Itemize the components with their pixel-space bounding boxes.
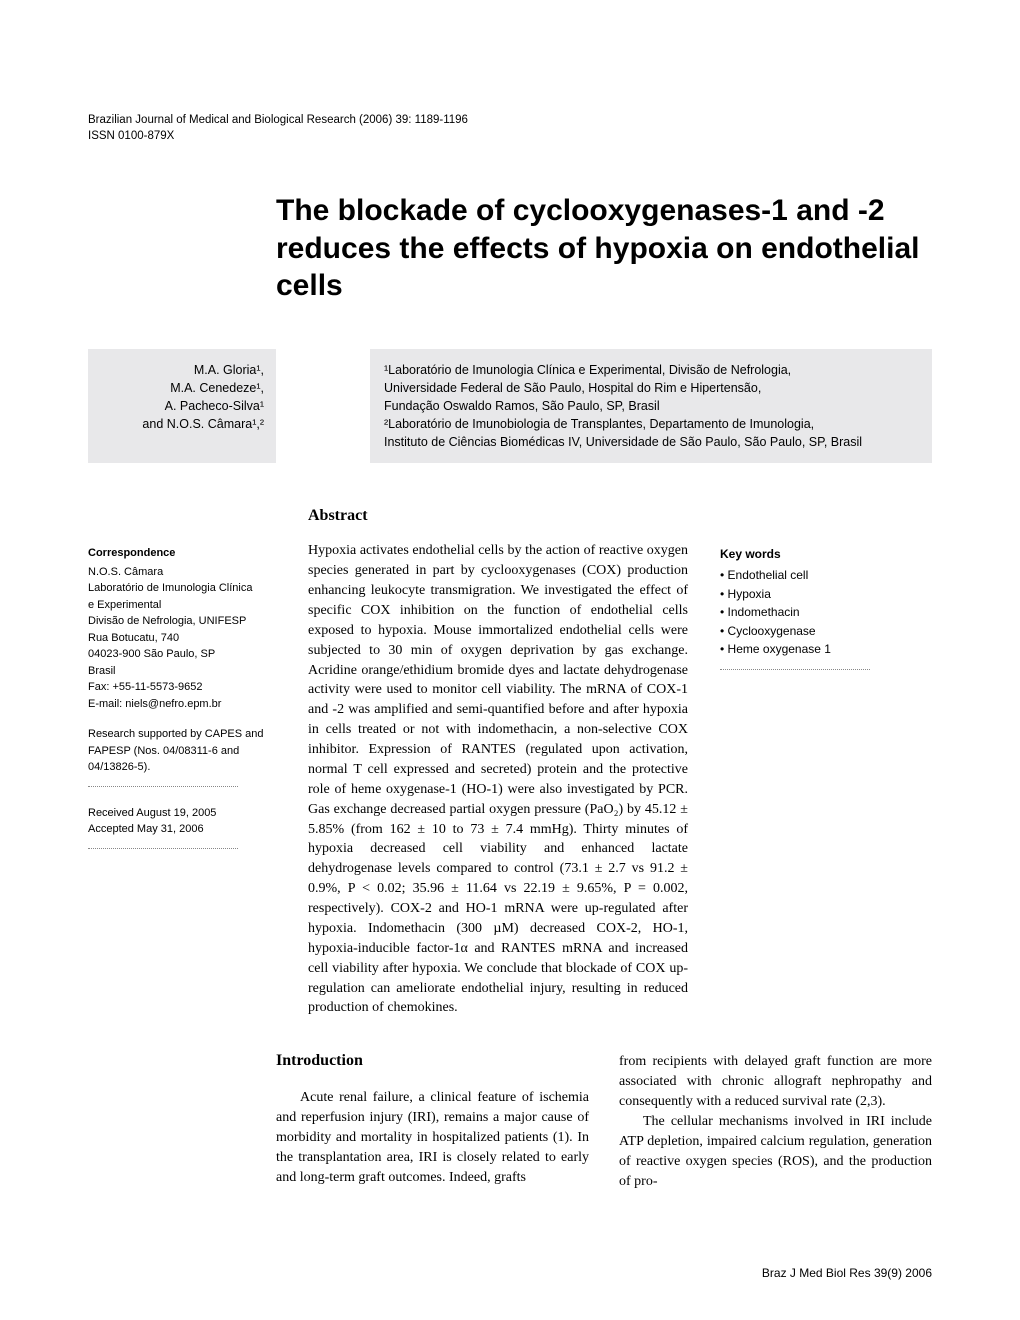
keyword-item: • Heme oxygenase 1 xyxy=(720,640,910,659)
author-line: A. Pacheco-Silva¹ xyxy=(100,397,264,415)
funding-line: 04/13826-5). xyxy=(88,759,276,776)
keywords-heading: Key words xyxy=(720,545,910,564)
correspondence-name: N.O.S. Câmara xyxy=(88,564,276,581)
journal-issn: ISSN 0100-879X xyxy=(88,128,932,144)
page-footer: Braz J Med Biol Res 39(9) 2006 xyxy=(762,1266,932,1280)
received-date: Received August 19, 2005 xyxy=(88,805,276,822)
dotted-divider xyxy=(88,786,238,787)
keyword-item: • Endothelial cell xyxy=(720,566,910,585)
accepted-date: Accepted May 31, 2006 xyxy=(88,821,276,838)
correspondence-sidebar: Correspondence N.O.S. Câmara Laboratório… xyxy=(88,507,276,1018)
funding-line: FAPESP (Nos. 04/08311-6 and xyxy=(88,743,276,760)
dotted-divider xyxy=(88,848,238,849)
keyword-item: • Indomethacin xyxy=(720,603,910,622)
keyword-item: • Hypoxia xyxy=(720,585,910,604)
correspondence-fax: Fax: +55-11-5573-9652 xyxy=(88,679,276,696)
introduction-column-right: from recipients with delayed graft funct… xyxy=(619,1052,932,1191)
authors-box: M.A. Gloria¹, M.A. Cenedeze¹, A. Pacheco… xyxy=(88,349,276,464)
author-line: M.A. Cenedeze¹, xyxy=(100,379,264,397)
affiliation-line: Instituto de Ciências Biomédicas IV, Uni… xyxy=(384,433,918,451)
abstract-column: Abstract Hypoxia activates endothelial c… xyxy=(308,507,688,1018)
author-line: and N.O.S. Câmara¹,² xyxy=(100,415,264,433)
introduction-heading: Introduction xyxy=(276,1052,589,1070)
correspondence-lab: e Experimental xyxy=(88,597,276,614)
journal-citation: Brazilian Journal of Medical and Biologi… xyxy=(88,112,932,128)
affiliations-box: ¹Laboratório de Imunologia Clínica e Exp… xyxy=(370,349,932,464)
introduction-paragraph: Acute renal failure, a clinical feature … xyxy=(276,1088,589,1187)
funding-line: Research supported by CAPES and xyxy=(88,726,276,743)
correspondence-email: E-mail: niels@nefro.epm.br xyxy=(88,696,276,713)
introduction-paragraph: from recipients with delayed graft funct… xyxy=(619,1052,932,1112)
abstract-text: Hypoxia activates endothelial cells by t… xyxy=(308,541,688,1018)
introduction-section: Introduction Acute renal failure, a clin… xyxy=(276,1052,932,1191)
journal-header: Brazilian Journal of Medical and Biologi… xyxy=(88,112,932,144)
abstract-section: Correspondence N.O.S. Câmara Laboratório… xyxy=(88,507,932,1018)
affiliation-line: Fundação Oswaldo Ramos, São Paulo, SP, B… xyxy=(384,397,918,415)
dotted-divider xyxy=(720,669,870,670)
author-line: M.A. Gloria¹, xyxy=(100,361,264,379)
correspondence-city: 04023-900 São Paulo, SP xyxy=(88,646,276,663)
affiliation-line: ²Laboratório de Imunobiologia de Transpl… xyxy=(384,415,918,433)
introduction-paragraph: The cellular mechanisms involved in IRI … xyxy=(619,1112,932,1192)
abstract-heading: Abstract xyxy=(308,507,688,525)
article-title: The blockade of cyclooxygenases-1 and -2… xyxy=(276,192,932,305)
keyword-item: • Cyclooxygenase xyxy=(720,622,910,641)
keywords-sidebar: Key words • Endothelial cell • Hypoxia •… xyxy=(720,507,910,1018)
meta-block: M.A. Gloria¹, M.A. Cenedeze¹, A. Pacheco… xyxy=(88,349,932,464)
affiliation-line: ¹Laboratório de Imunologia Clínica e Exp… xyxy=(384,361,918,379)
affiliation-line: Universidade Federal de São Paulo, Hospi… xyxy=(384,379,918,397)
correspondence-country: Brasil xyxy=(88,663,276,680)
correspondence-div: Divisão de Nefrologia, UNIFESP xyxy=(88,613,276,630)
correspondence-heading: Correspondence xyxy=(88,545,276,562)
introduction-column-left: Introduction Acute renal failure, a clin… xyxy=(276,1052,589,1191)
correspondence-lab: Laboratório de Imunologia Clínica xyxy=(88,580,276,597)
correspondence-street: Rua Botucatu, 740 xyxy=(88,630,276,647)
